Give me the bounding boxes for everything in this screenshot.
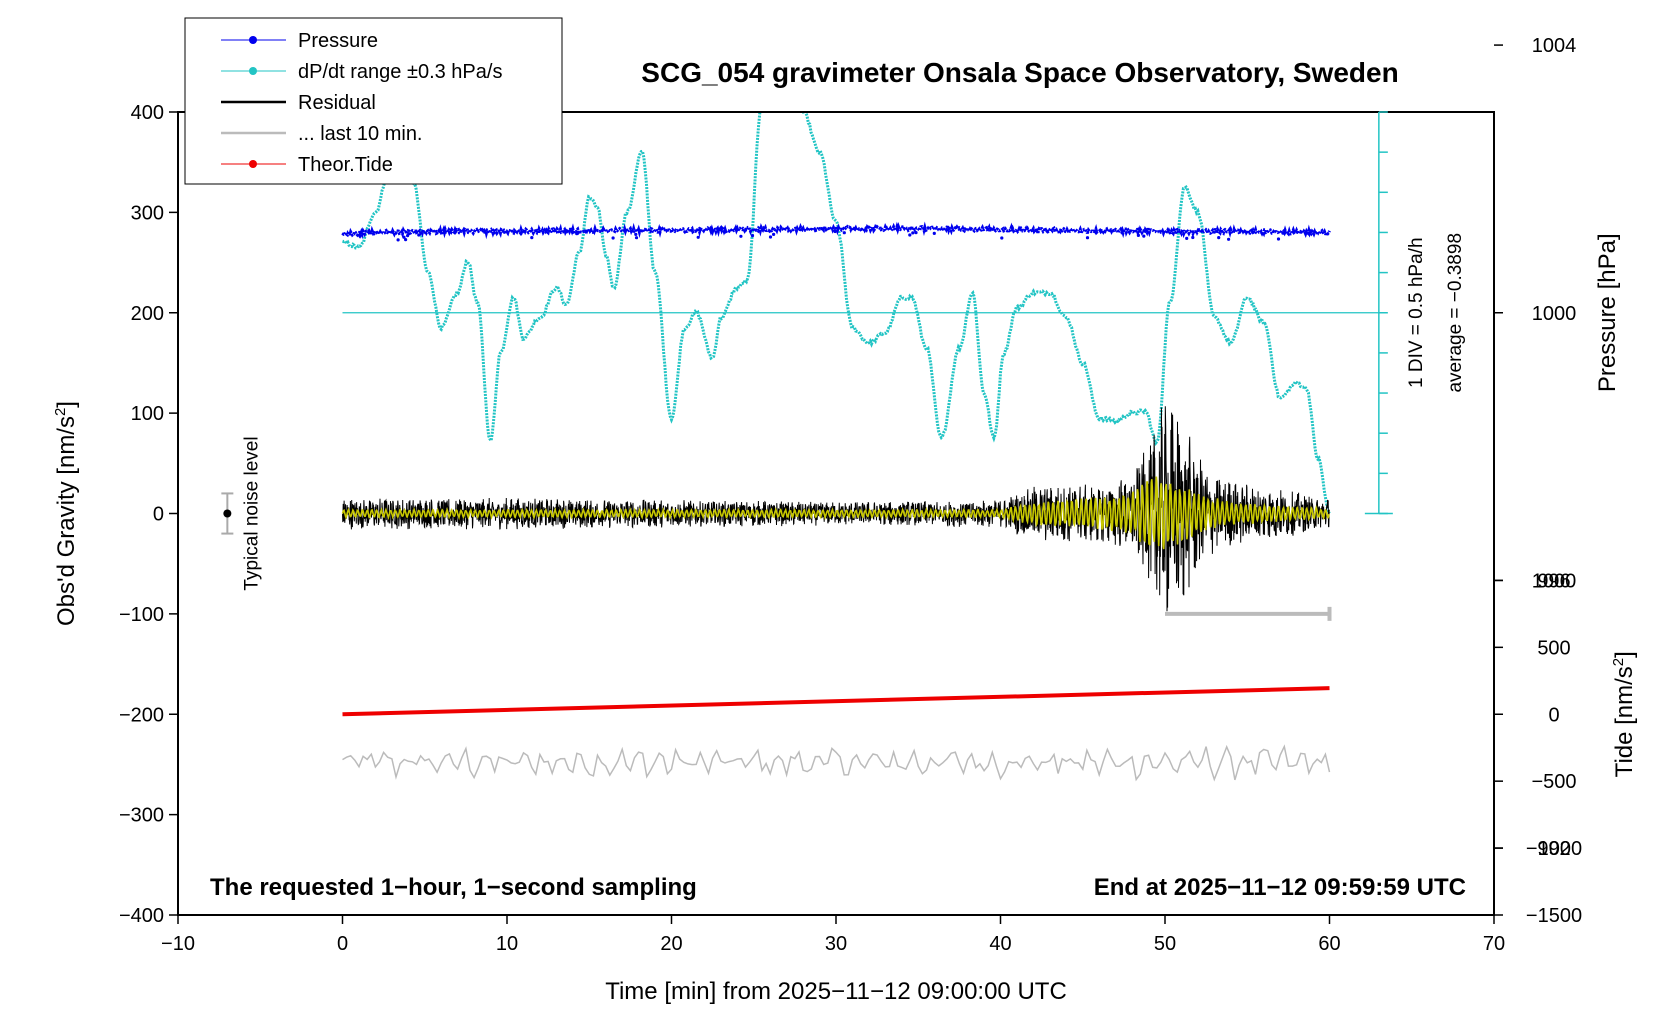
x-tick-label: −10 bbox=[161, 933, 195, 955]
chart-title: SCG_054 gravimeter Onsala Space Observat… bbox=[641, 57, 1398, 88]
x-tick-label: 20 bbox=[660, 933, 682, 955]
tide-tick-label: 500 bbox=[1537, 637, 1570, 659]
y-tick-label: 400 bbox=[131, 102, 164, 124]
tide-tick-label: 1000 bbox=[1532, 570, 1577, 592]
y-tick-label: −200 bbox=[119, 704, 164, 726]
pressure-outlier-point bbox=[911, 231, 915, 235]
legend-label: Pressure bbox=[298, 30, 378, 52]
pressure-outlier-point bbox=[696, 235, 700, 239]
tide-tick-label: −1500 bbox=[1526, 905, 1582, 927]
pressure-outlier-point bbox=[417, 233, 421, 237]
x-tick-label: 40 bbox=[989, 933, 1011, 955]
pressure-outlier-point bbox=[406, 234, 410, 238]
pressure-outlier-point bbox=[1142, 234, 1146, 238]
tide-tick-label: −1000 bbox=[1526, 838, 1582, 860]
x-tick-label: 30 bbox=[825, 933, 847, 955]
pressure-outlier-point bbox=[575, 232, 579, 236]
dpdt-curve bbox=[342, 112, 1331, 515]
legend-label: Residual bbox=[298, 92, 376, 114]
x-tick-label: 50 bbox=[1154, 933, 1176, 955]
footer-end-time: End at 2025−11−12 09:59:59 UTC bbox=[1094, 874, 1466, 901]
pressure-tick-label: 1000 bbox=[1532, 303, 1577, 325]
pressure-outlier-point bbox=[750, 234, 755, 238]
legend-label: Theor.Tide bbox=[298, 154, 393, 176]
pressure-outlier-point bbox=[1085, 236, 1090, 240]
pressure-tick-label: 1004 bbox=[1532, 35, 1577, 57]
series-layer bbox=[341, 112, 1379, 782]
pressure-outlier-point bbox=[908, 233, 912, 237]
legend-label: dP/dt range ±0.3 hPa/s bbox=[298, 61, 502, 83]
pressure-tick-label: 996 bbox=[1537, 570, 1570, 592]
pressure-outlier-point bbox=[404, 238, 408, 242]
x-tick-label: 60 bbox=[1318, 933, 1340, 955]
x-tick-label: 0 bbox=[337, 933, 348, 955]
pressure-outlier-point bbox=[1217, 236, 1221, 240]
dpdt-average-label: average = −0.3898 bbox=[1445, 233, 1466, 393]
pressure-outlier-point bbox=[634, 236, 639, 240]
y-axis-label-pressure: Pressure [hPa] bbox=[1594, 233, 1621, 392]
tide-tick-label: 0 bbox=[1548, 704, 1559, 726]
y-tick-label: 0 bbox=[153, 504, 164, 526]
legend-swatch-dot bbox=[249, 36, 257, 44]
last-10-min-wave bbox=[342, 744, 1331, 782]
pressure-outlier-point bbox=[768, 235, 773, 239]
y-tick-label: −400 bbox=[119, 905, 164, 927]
legend-label: ... last 10 min. bbox=[298, 123, 423, 145]
pressure-outlier-point bbox=[634, 232, 638, 236]
noise-level-label: Typical noise level bbox=[241, 436, 262, 590]
legend: Pressure dP/dt range ±0.3 hPa/s Residual..… bbox=[184, 17, 563, 185]
y-tick-label: 100 bbox=[131, 403, 164, 425]
pressure-outlier-point bbox=[1000, 236, 1004, 240]
tide-line bbox=[342, 686, 1330, 717]
y-axis-label-tide: Tide [nm/s2] bbox=[1610, 651, 1638, 777]
pressure-outlier-point bbox=[833, 229, 837, 234]
pressure-curve bbox=[341, 220, 1331, 240]
pressure-outlier-point bbox=[932, 231, 936, 235]
footer-sampling-note: The requested 1−hour, 1−second sampling bbox=[210, 874, 697, 901]
residual-trace bbox=[342, 406, 1330, 612]
x-tick-label: 10 bbox=[496, 933, 518, 955]
pressure-outlier-point bbox=[1136, 233, 1140, 237]
legend-swatch-dot bbox=[249, 160, 257, 168]
x-tick-label: 70 bbox=[1483, 933, 1505, 955]
pressure-tick-label: 992 bbox=[1537, 838, 1570, 860]
y-tick-label: −300 bbox=[119, 805, 164, 827]
y-tick-label: 300 bbox=[131, 202, 164, 224]
pressure-outlier-point bbox=[1191, 235, 1195, 240]
pressure-outlier-point bbox=[611, 236, 615, 240]
residual-filtered-trace bbox=[341, 476, 1330, 550]
pressure-outlier-point bbox=[396, 238, 400, 242]
y-tick-label: −100 bbox=[119, 604, 164, 626]
pressure-outlier-point bbox=[1227, 237, 1231, 241]
legend-swatch-dot bbox=[249, 67, 257, 75]
pressure-outlier-point bbox=[1276, 237, 1281, 241]
y-tick-label: 200 bbox=[131, 303, 164, 325]
pressure-outlier-point bbox=[1185, 236, 1189, 240]
dpdt-division-label: 1 DIV = 0.5 hPa/h bbox=[1406, 237, 1427, 388]
pressure-outlier-point bbox=[530, 236, 534, 240]
pressure-outlier-point bbox=[842, 231, 846, 235]
noise-point bbox=[223, 509, 232, 518]
x-axis-label: Time [min] from 2025−11−12 09:00:00 UTC bbox=[605, 978, 1067, 1005]
y-axis-label-gravity: Obs'd Gravity [nm/s2] bbox=[52, 401, 80, 626]
tide-tick-label: −500 bbox=[1531, 771, 1576, 793]
pressure-outlier-point bbox=[772, 232, 776, 236]
pressure-outlier-point bbox=[739, 234, 743, 238]
pressure-outlier-point bbox=[402, 235, 406, 239]
axes-layer: −10 0 10 20 30 40 50 60 70−400−300−200−100010020… bbox=[119, 35, 1582, 955]
pressure-outlier-point bbox=[914, 231, 918, 235]
